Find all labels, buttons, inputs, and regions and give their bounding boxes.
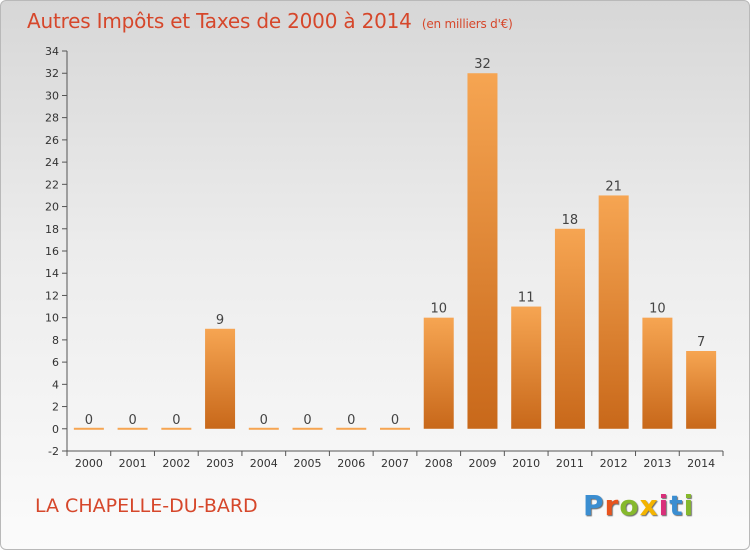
bar-2009 (467, 73, 498, 429)
data-label-2013: 10 (649, 302, 666, 317)
y-tick-label: 22 (45, 178, 59, 191)
logo-letter: x (639, 489, 659, 522)
commune-name: LA CHAPELLE-DU-BARD (35, 495, 258, 517)
bar-2003 (205, 328, 236, 429)
data-label-2012: 21 (605, 179, 622, 194)
y-tick-label: 20 (45, 201, 59, 214)
data-label-2005: 0 (303, 413, 311, 428)
data-label-2001: 0 (128, 413, 136, 428)
chart-title: Autres Impôts et Taxes de 2000 à 2014 (e… (27, 9, 513, 33)
x-tick-label: 2007 (381, 457, 409, 470)
bar-2011 (554, 228, 585, 429)
bar-2014 (686, 351, 717, 429)
proxiti-logo[interactable]: Proxiti (583, 489, 694, 522)
y-tick-label: 26 (45, 134, 59, 147)
y-tick-label: 18 (45, 223, 59, 236)
x-tick-label: 2003 (206, 457, 234, 470)
data-label-2004: 0 (260, 413, 268, 428)
y-tick-label: 28 (45, 112, 59, 125)
x-tick-label: 2012 (600, 457, 628, 470)
logo-letter: i (683, 489, 695, 522)
bar-2010 (511, 306, 542, 429)
x-tick-label: 2010 (512, 457, 540, 470)
bar-2013 (642, 317, 673, 429)
x-tick-label: 2005 (294, 457, 322, 470)
logo-letter: r (604, 489, 620, 522)
bar-2007 (380, 427, 410, 430)
data-label-2014: 7 (697, 335, 705, 350)
logo-letter: i (658, 489, 670, 522)
logo-letter: t (669, 489, 684, 522)
y-tick-label: 8 (52, 334, 59, 347)
x-tick-label: 2001 (119, 457, 147, 470)
data-label-2008: 10 (430, 302, 447, 317)
bar-2008 (423, 317, 454, 429)
x-tick-label: 2011 (556, 457, 584, 470)
bar-2012 (598, 195, 629, 429)
chart-title-text: Autres Impôts et Taxes de 2000 à 2014 (27, 9, 412, 33)
data-label-2003: 9 (216, 313, 224, 328)
chart-unit: (en milliers d'€) (421, 17, 513, 31)
y-tick-label: 16 (45, 245, 59, 258)
x-tick-label: 2000 (75, 457, 103, 470)
y-tick-label: 10 (45, 312, 59, 325)
data-label-2002: 0 (172, 413, 180, 428)
y-tick-label: 12 (45, 289, 59, 302)
bar-2004 (248, 427, 279, 430)
y-tick-label: 4 (52, 378, 59, 391)
y-tick-label: 30 (45, 89, 59, 102)
bar-2006 (336, 427, 367, 430)
x-tick-label: 2002 (162, 457, 190, 470)
x-tick-label: 2013 (643, 457, 671, 470)
data-label-2010: 11 (518, 291, 535, 306)
data-label-2007: 0 (391, 413, 399, 428)
y-tick-label: 32 (45, 67, 59, 80)
data-label-2009: 32 (474, 57, 491, 72)
x-tick-label: 2014 (687, 457, 715, 470)
x-tick-label: 2004 (250, 457, 278, 470)
y-tick-label: 34 (45, 45, 59, 58)
x-tick-label: 2006 (337, 457, 365, 470)
y-tick-label: 2 (52, 401, 59, 414)
data-label-2000: 0 (85, 413, 93, 428)
bar-2001 (117, 427, 148, 430)
y-tick-label: -2 (48, 445, 59, 458)
y-tick-label: 24 (45, 156, 59, 169)
data-label-2006: 0 (347, 413, 355, 428)
y-tick-label: 6 (52, 356, 59, 369)
bars-group (73, 73, 717, 430)
bar-2000 (73, 427, 104, 430)
logo-letter: o (619, 489, 640, 522)
data-labels-group: 0 0 0 9 0 0 0 0 10 32 11 18 21 10 7 (85, 57, 706, 428)
bar-2005 (292, 427, 323, 430)
x-tick-label: 2008 (425, 457, 453, 470)
x-tick-label: 2009 (468, 457, 496, 470)
bar-2002 (161, 427, 192, 430)
y-tick-label: 0 (52, 423, 59, 436)
logo-letter: P (583, 489, 605, 522)
data-label-2011: 18 (562, 213, 579, 228)
y-tick-label: 14 (45, 267, 59, 280)
